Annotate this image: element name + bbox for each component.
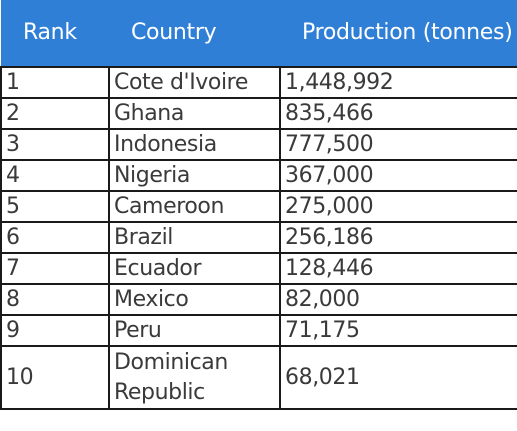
cell-rank: 6	[0, 221, 110, 254]
cell-country: Indonesia	[108, 128, 281, 161]
cell-rank: 1	[0, 66, 110, 99]
cell-rank: 2	[0, 97, 110, 130]
header-row: Rank Country Production (tonnes)	[1, 0, 517, 67]
cell-country: Mexico	[108, 283, 281, 316]
cell-rank: 4	[0, 159, 110, 192]
cell-country: Dominican Republic	[108, 345, 281, 410]
cell-rank: 9	[0, 314, 110, 347]
table-row: 5 Cameroon 275,000	[0, 190, 517, 223]
table-row: 6 Brazil 256,186	[0, 221, 517, 254]
table-row: 8 Mexico 82,000	[0, 283, 517, 316]
cell-production: 68,021	[279, 345, 517, 410]
cell-country: Peru	[108, 314, 281, 347]
table-row: 1 Cote d'Ivoire 1,448,992	[0, 66, 517, 99]
table-row: 3 Indonesia 777,500	[0, 128, 517, 161]
cell-country: Ecuador	[108, 252, 281, 285]
cell-production: 777,500	[279, 128, 517, 161]
table-row: 10 Dominican Republic 68,021	[0, 345, 517, 410]
cell-country: Brazil	[108, 221, 281, 254]
cell-country: Cameroon	[108, 190, 281, 223]
table-header: Rank Country Production (tonnes)	[1, 0, 517, 67]
table-row: 7 Ecuador 128,446	[0, 252, 517, 285]
table-row: 4 Nigeria 367,000	[0, 159, 517, 192]
cell-country: Cote d'Ivoire	[108, 66, 281, 99]
cell-production: 367,000	[279, 159, 517, 192]
table-row: 9 Peru 71,175	[0, 314, 517, 347]
header-rank: Rank	[1, 0, 109, 67]
cell-production: 256,186	[279, 221, 517, 254]
cell-country: Nigeria	[108, 159, 281, 192]
cell-production: 82,000	[279, 283, 517, 316]
header-production: Production (tonnes)	[280, 0, 517, 67]
cell-production: 835,466	[279, 97, 517, 130]
cocoa-production-table: Rank Country Production (tonnes) 1 Cote …	[0, 0, 517, 410]
cell-rank: 7	[0, 252, 110, 285]
cell-rank: 10	[0, 345, 110, 410]
cell-production: 1,448,992	[279, 66, 517, 99]
cell-rank: 8	[0, 283, 110, 316]
cell-rank: 3	[0, 128, 110, 161]
cell-production: 275,000	[279, 190, 517, 223]
table-body: 1 Cote d'Ivoire 1,448,992 2 Ghana 835,46…	[0, 66, 517, 410]
header-country: Country	[109, 0, 280, 67]
cell-rank: 5	[0, 190, 110, 223]
cell-country: Ghana	[108, 97, 281, 130]
cell-production: 128,446	[279, 252, 517, 285]
cell-production: 71,175	[279, 314, 517, 347]
table-row: 2 Ghana 835,466	[0, 97, 517, 130]
